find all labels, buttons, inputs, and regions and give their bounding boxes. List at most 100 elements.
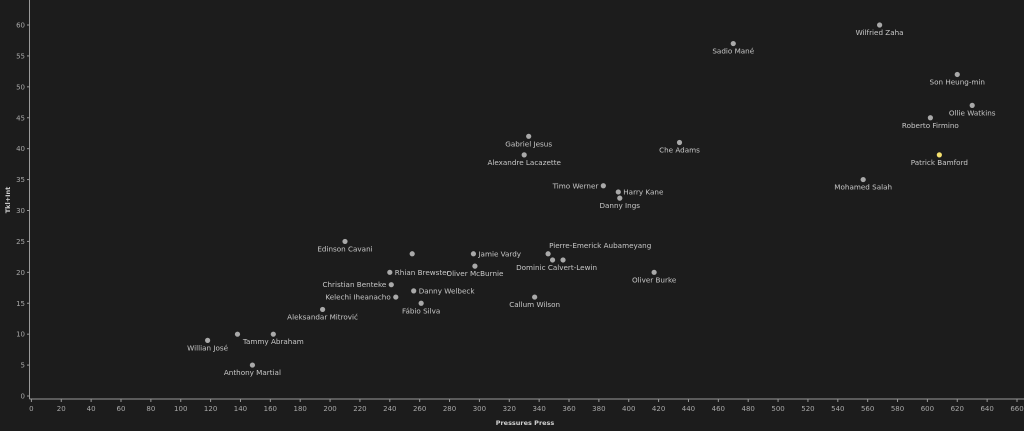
data-label: Mohamed Salah <box>834 183 892 192</box>
y-tick-label: 10 <box>16 331 25 339</box>
x-tick-label: 40 <box>87 405 96 413</box>
data-point <box>560 257 566 263</box>
data-point <box>860 176 866 183</box>
data-point <box>409 251 415 257</box>
y-tick-label: 35 <box>16 176 25 184</box>
data-point <box>418 300 424 306</box>
x-tick-label: 60 <box>117 405 126 413</box>
x-tick-label: 0 <box>29 405 33 413</box>
x-tick-label: 640 <box>980 405 993 413</box>
data-label: Jamie Vardy <box>477 249 521 258</box>
data-point <box>600 183 606 189</box>
data-label: Harry Kane <box>623 187 664 196</box>
axes: 0 20 40 60 80 100 120 140 160 180 200 220 240 260 280 3… <box>16 0 1024 413</box>
y-tick-label: 25 <box>16 238 25 246</box>
x-tick-label: 440 <box>682 405 695 413</box>
data-point <box>470 251 477 257</box>
x-tick-label: 160 <box>264 405 277 413</box>
x-tick-label: 140 <box>234 405 247 413</box>
data-point <box>617 195 623 201</box>
x-tick-label: 540 <box>831 405 844 413</box>
data-label: Danny Welbeck <box>419 286 476 295</box>
data-point <box>954 71 960 78</box>
data-label: Dominic Calvert-Lewin <box>516 263 597 272</box>
data-label: Fábio Silva <box>402 306 440 315</box>
data-point <box>651 269 657 275</box>
data-label: Oliver McBurnie <box>446 269 504 278</box>
data-label: Gabriel Jesus <box>505 139 552 148</box>
data-label: Ollie Watkins <box>949 108 996 117</box>
data-label: Danny Ings <box>599 201 640 210</box>
x-axis-title: Pressures Press <box>496 419 555 427</box>
x-tick-label: 100 <box>174 405 187 413</box>
x-tick-label: 280 <box>443 405 456 413</box>
x-tick-label: 240 <box>383 405 396 413</box>
x-tick-label: 180 <box>294 405 307 413</box>
x-tick-label: 120 <box>204 405 217 413</box>
y-tick-label: 55 <box>16 52 25 60</box>
y-tick-label: 60 <box>16 22 25 30</box>
data-label: Aleksandar Mitrović <box>287 312 358 321</box>
data-point <box>393 294 399 300</box>
data-label: Sadio Mané <box>712 47 754 56</box>
data-label: Anthony Martial <box>224 368 281 377</box>
data-label: Kelechi Iheanacho <box>325 293 390 302</box>
y-tick-label: 0 <box>21 393 25 401</box>
x-tick-label: 360 <box>562 405 575 413</box>
x-tick-label: 380 <box>592 405 605 413</box>
data-point <box>249 362 256 368</box>
data-label: Timo Werner <box>552 181 599 190</box>
y-axis-title: Tkl+Int <box>4 187 12 214</box>
data-point <box>205 337 211 343</box>
x-tick-label: 600 <box>921 405 934 413</box>
data-label: Patrick Bamford <box>911 158 968 167</box>
x-tick-label: 480 <box>742 405 755 413</box>
data-label: Son Heung-min <box>930 77 985 86</box>
data-point <box>877 22 883 28</box>
x-tick-label: 260 <box>413 405 426 413</box>
y-tick-label: 40 <box>16 145 25 153</box>
y-tick-label: 50 <box>16 83 25 91</box>
data-point <box>549 257 556 263</box>
data-point <box>730 40 736 47</box>
x-tick-label: 300 <box>473 405 486 413</box>
data-point <box>472 263 478 269</box>
data-points: Wilfried Zaha Sadio Mané Son Heung-min Olli… <box>187 22 996 377</box>
data-label: Pierre-Emerick Aubameyang <box>549 241 651 250</box>
x-tick-label: 320 <box>503 405 516 413</box>
data-label: Oliver Burke <box>632 275 677 284</box>
data-point <box>969 102 975 108</box>
data-point <box>936 152 942 158</box>
y-tick-label: 45 <box>16 114 25 122</box>
y-tick-label: 30 <box>16 207 25 215</box>
y-tick-label: 5 <box>21 362 25 370</box>
data-point <box>927 115 933 121</box>
x-tick-label: 520 <box>801 405 814 413</box>
data-point <box>545 251 551 257</box>
x-tick-label: 220 <box>353 405 366 413</box>
data-point <box>387 269 393 275</box>
x-tick-label: 420 <box>652 405 665 413</box>
x-tick-label: 500 <box>771 405 784 413</box>
data-label: Roberto Firmino <box>902 121 959 130</box>
data-point <box>526 133 532 139</box>
data-point <box>615 189 621 195</box>
data-label: Willian José <box>187 343 228 352</box>
data-point <box>320 306 326 313</box>
data-label: Wilfried Zaha <box>856 28 904 37</box>
x-tick-label: 340 <box>532 405 545 413</box>
data-label: Edinson Cavani <box>317 244 372 253</box>
data-point <box>411 288 417 294</box>
data-label: Rhian Brewster <box>395 268 450 277</box>
y-tick-label: 15 <box>16 300 25 308</box>
x-tick-label: 200 <box>323 405 336 413</box>
x-tick-label: 460 <box>712 405 725 413</box>
x-tick-label: 400 <box>622 405 635 413</box>
x-tick-label: 80 <box>146 405 155 413</box>
x-tick-label: 580 <box>891 405 904 413</box>
x-tick-label: 20 <box>57 405 66 413</box>
data-label: Callum Wilson <box>509 300 560 309</box>
data-point <box>270 331 276 337</box>
data-label: Christian Benteke <box>322 280 386 289</box>
